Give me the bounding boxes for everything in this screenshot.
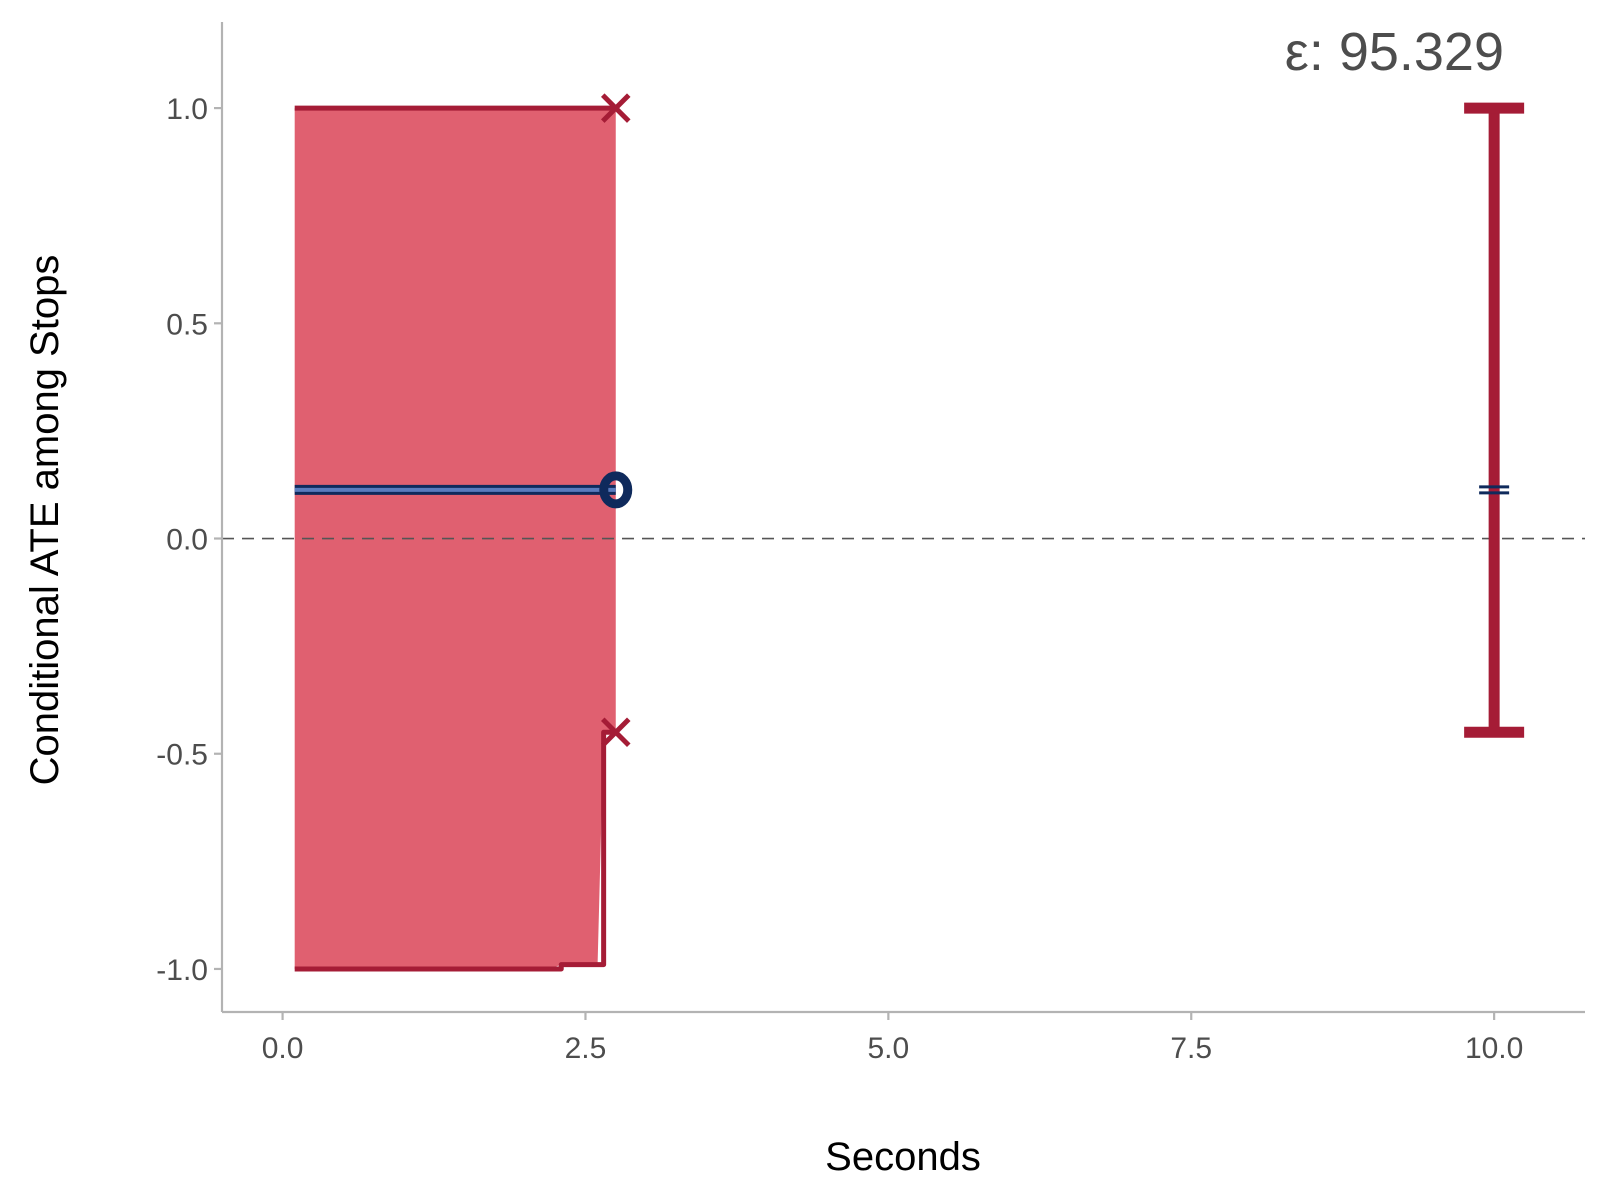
lower-bound-line <box>294 729 616 972</box>
x-tick-label: 5.0 <box>867 1032 909 1065</box>
y-tick-label: 0.5 <box>166 308 208 341</box>
x-tick-label: 10.0 <box>1465 1032 1523 1065</box>
series-layer <box>294 105 616 972</box>
confidence-ribbon <box>294 108 616 969</box>
end-marker-circle-2 <box>599 471 633 509</box>
x-tick-label: 7.5 <box>1170 1032 1212 1065</box>
x-tick-label: 0.0 <box>262 1032 304 1065</box>
x-axis-title: Seconds <box>825 1135 981 1179</box>
end-marker-x-1 <box>600 717 631 747</box>
axis-layer <box>220 22 1585 1014</box>
end-marker-x-stroke-b <box>600 717 631 747</box>
epsilon-annotation: ε: 95.329 <box>1285 22 1504 82</box>
interval-layer <box>1464 102 1525 738</box>
y-axis-title: Conditional ATE among Stops <box>23 255 67 786</box>
marker-layer <box>599 93 633 747</box>
y-tick-label: 0.0 <box>166 524 208 557</box>
x-ticks: 0.0 2.5 5.0 7.5 10.0 <box>262 1012 1523 1065</box>
y-tick-label: -0.5 <box>156 739 208 772</box>
y-ticks: -1.0 -0.5 0.0 0.5 1.0 <box>156 93 222 987</box>
ribbon-layer <box>294 108 616 969</box>
y-tick-label: -1.0 <box>156 954 208 987</box>
end-marker-x-0 <box>600 93 631 123</box>
y-tick-label: 1.0 <box>166 93 208 126</box>
end-marker-x-stroke-b <box>600 93 631 123</box>
x-tick-label: 2.5 <box>565 1032 607 1065</box>
